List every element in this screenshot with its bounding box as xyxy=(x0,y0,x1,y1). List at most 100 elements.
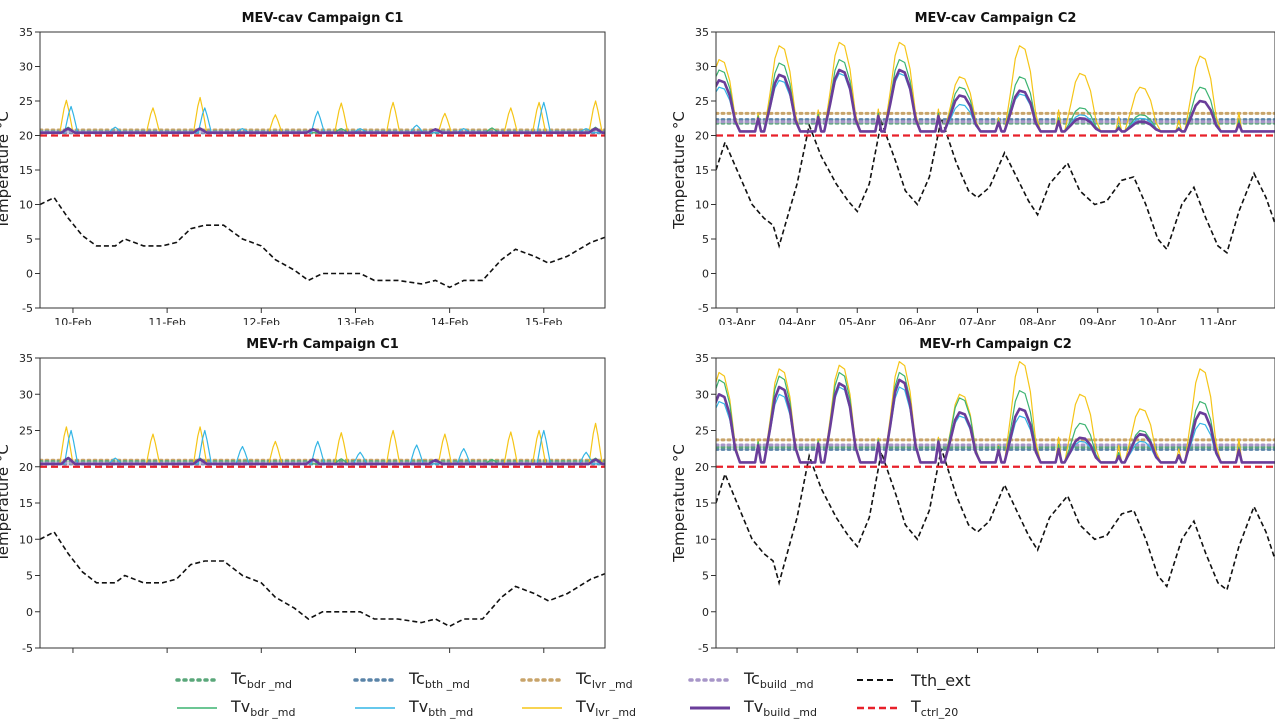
series-tv-build xyxy=(40,456,605,466)
chart-svg: MEV-rh Campaign C2 Temperature °C -5 0 5 10 15… xyxy=(670,337,1275,669)
legend-label-tc-bdr: Tcbdr _md xyxy=(231,669,293,691)
y-tick-label: 35 xyxy=(695,26,709,39)
chart-title: MEV-rh Campaign C2 xyxy=(919,337,1072,352)
series-tv-lvr xyxy=(40,96,605,134)
y-axis-label: Temperature °C xyxy=(0,444,12,563)
series-tv-bdr xyxy=(716,59,1275,132)
x-tick-label: 11-Apr xyxy=(1200,316,1237,325)
plot-area xyxy=(40,96,605,289)
legend-tv-bdr: Tvbdr _md xyxy=(175,696,295,720)
y-tick-label: 25 xyxy=(19,95,33,108)
x-tick-label: 12-Feb xyxy=(243,316,280,325)
x-tick-label: 15-Feb xyxy=(525,316,562,325)
series-tv-build xyxy=(716,378,1275,464)
y-tick-label: 10 xyxy=(695,199,709,212)
x-tick-label: 14-Feb xyxy=(431,316,468,325)
y-tick-label: 10 xyxy=(695,533,709,546)
y-tick-label: 15 xyxy=(695,497,709,510)
y-tick-label: 30 xyxy=(695,388,709,401)
x-tick-label: 07-Apr xyxy=(959,316,996,325)
x-tick-label: 09-Apr xyxy=(1079,316,1116,325)
series-tth-ext xyxy=(40,530,605,628)
legend-label-tc-bth: Tcbth _md xyxy=(409,669,470,691)
y-axis-label: Temperature °C xyxy=(670,111,688,230)
plot-frame xyxy=(39,31,606,309)
y-tick-label: 25 xyxy=(695,95,709,108)
series-tv-bth xyxy=(40,429,605,465)
y-axis-label: Temperature °C xyxy=(0,111,12,230)
y-tick-label: 0 xyxy=(26,268,33,281)
y-tick-label: 5 xyxy=(702,570,709,583)
chart-panel-mev-rh-c2: MEV-rh Campaign C2 Temperature °C -5 0 5 10 15… xyxy=(655,326,1275,669)
legend-tc-bth: Tcbth _md xyxy=(353,668,470,692)
x-tick-label: 06-Apr xyxy=(899,316,936,325)
y-tick-label: 30 xyxy=(19,61,33,74)
y-tick-label: -5 xyxy=(22,302,33,315)
legend-swatch-tctrl xyxy=(857,706,897,710)
legend-label-tv-bth: Tvbth _md xyxy=(409,697,474,719)
chart-svg: MEV-cav Campaign C2 Temperature °C -5 0 5 10 1… xyxy=(670,11,1275,329)
chart-svg: MEV-cav Campaign C1 Temperature °C -5 0 5 10 1… xyxy=(0,11,606,329)
legend-label-tctrl: Tctrl_20 xyxy=(911,697,959,719)
legend-label-tc-build: Tcbuild _md xyxy=(744,669,814,691)
y-tick-label: 5 xyxy=(26,570,33,583)
legend-tc-lvr: Tclvr _md xyxy=(520,668,633,692)
legend-tctrl: Tctrl_20 xyxy=(855,696,958,720)
legend-label-tth-ext: Tth_ext xyxy=(911,670,971,690)
y-tick-label: 20 xyxy=(19,461,33,474)
y-tick-label: 10 xyxy=(19,533,33,546)
y-tick-label: 35 xyxy=(695,352,709,365)
chart-title: MEV-cav Campaign C2 xyxy=(915,11,1077,26)
series-tv-lvr xyxy=(40,422,605,465)
x-tick-label: 13-Feb xyxy=(337,316,374,325)
legend-swatch-tv-bth xyxy=(355,707,395,709)
legend-tc-build: Tcbuild _md xyxy=(688,668,814,692)
y-tick-label: 35 xyxy=(19,352,33,365)
series-tth-ext xyxy=(716,448,1275,592)
legend-swatch-tth-ext xyxy=(857,679,897,681)
y-tick-label: 30 xyxy=(19,388,33,401)
series-tv-lvr xyxy=(716,361,1275,463)
chart-title: MEV-rh Campaign C1 xyxy=(246,337,399,352)
y-tick-label: 15 xyxy=(19,164,33,177)
plot-area xyxy=(40,422,605,628)
y-tick-label: 30 xyxy=(695,61,709,74)
y-tick-label: -5 xyxy=(22,642,33,655)
y-tick-label: 20 xyxy=(695,461,709,474)
y-axis-label: Temperature °C xyxy=(670,444,688,563)
plot-area xyxy=(716,361,1275,592)
legend-tc-bdr: Tcbdr _md xyxy=(175,668,292,692)
y-tick-label: 15 xyxy=(695,164,709,177)
y-tick-label: 15 xyxy=(19,497,33,510)
legend: Tcbdr _md Tcbth _md Tclvr _md Tcbuild _m… xyxy=(175,668,1075,724)
x-tick-label: 03-Apr xyxy=(719,316,756,325)
legend-label-tv-build: Tvbuild _md xyxy=(744,697,817,719)
y-tick-label: -5 xyxy=(698,642,709,655)
legend-label-tv-bdr: Tvbdr _md xyxy=(231,697,296,719)
legend-swatch-tc-bdr xyxy=(175,678,219,682)
plot-area xyxy=(716,41,1275,255)
y-tick-label: 25 xyxy=(19,425,33,438)
legend-tv-build: Tvbuild _md xyxy=(688,696,817,720)
y-tick-label: 20 xyxy=(695,130,709,143)
series-tth-ext xyxy=(716,115,1275,255)
series-tv-build xyxy=(716,68,1275,133)
series-tv-build xyxy=(40,127,605,134)
legend-swatch-tc-build xyxy=(688,678,732,682)
y-tick-label: 0 xyxy=(26,606,33,619)
plot-frame xyxy=(715,357,1275,649)
y-tick-label: 0 xyxy=(702,268,709,281)
legend-label-tv-lvr: Tvlvr _md xyxy=(576,697,637,719)
y-tick-label: 25 xyxy=(695,425,709,438)
plot-frame xyxy=(39,357,606,649)
legend-label-tc-lvr: Tclvr _md xyxy=(576,669,633,691)
y-tick-label: 10 xyxy=(19,199,33,212)
y-tick-label: 35 xyxy=(19,26,33,39)
legend-swatch-tv-build xyxy=(690,706,730,710)
legend-tv-lvr: Tvlvr _md xyxy=(520,696,636,720)
legend-tth-ext: Tth_ext xyxy=(855,668,971,692)
chart-svg: MEV-rh Campaign C1 Temperature °C -5 0 5 10 15… xyxy=(0,337,606,669)
series-tv-lvr xyxy=(716,41,1275,132)
plot-frame xyxy=(715,31,1275,309)
series-tv-bth xyxy=(40,101,605,134)
